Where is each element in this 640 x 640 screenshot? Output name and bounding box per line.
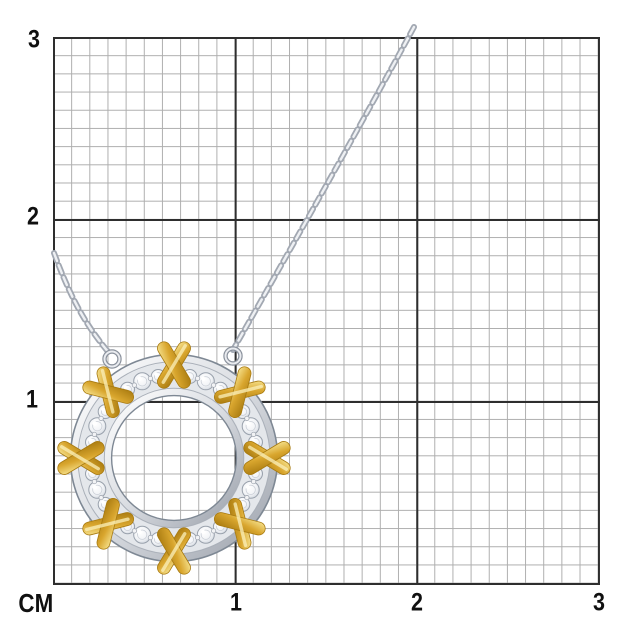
y-axis-tick-1: 1 (26, 385, 38, 414)
measurement-grid (53, 37, 600, 585)
pendant (54, 338, 294, 578)
x-axis-tick-3: 3 (593, 588, 605, 617)
chain-jump-rings (102, 346, 243, 369)
necklace-chain (51, 24, 417, 357)
unit-label-cm: СМ (18, 588, 54, 618)
y-axis-tick-3: 3 (28, 25, 40, 54)
x-axis-tick-2: 2 (411, 588, 423, 617)
pendant-gold-x-motifs (54, 338, 294, 578)
y-axis-tick-2: 2 (27, 202, 39, 231)
x-axis-tick-1: 1 (230, 588, 242, 617)
